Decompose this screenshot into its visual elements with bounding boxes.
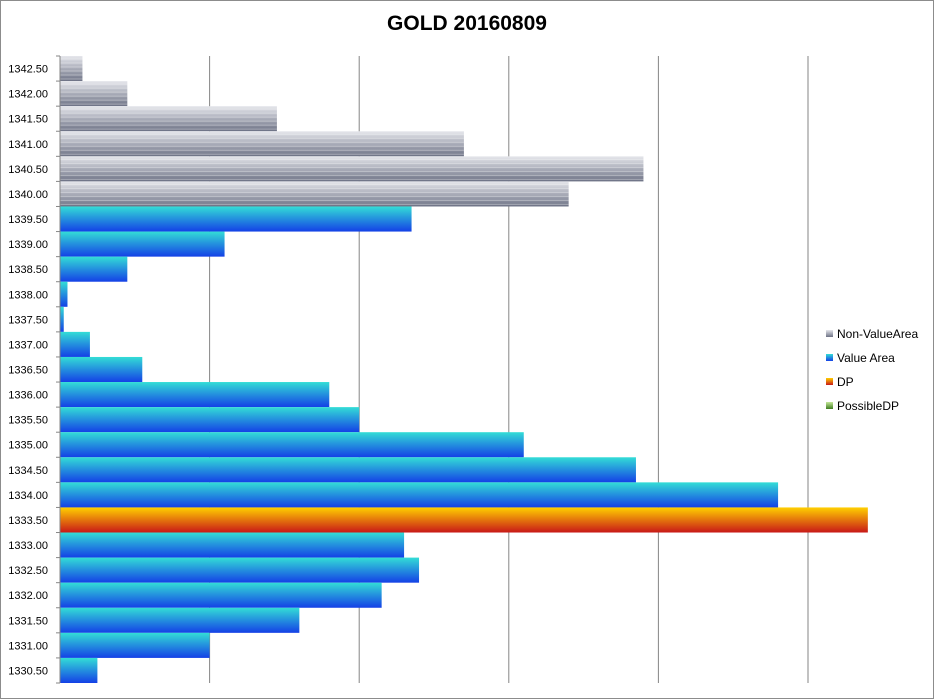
y-tick-label: 1332.50: [8, 565, 48, 577]
bar-1332-00: [60, 582, 382, 608]
y-tick-label: 1335.00: [8, 440, 48, 452]
y-tick-label: 1338.50: [8, 264, 48, 276]
y-tick-label: 1334.50: [8, 465, 48, 477]
y-tick-label: 1342.00: [8, 89, 48, 101]
bar-1334-00: [60, 482, 779, 508]
y-tick-label: 1341.00: [8, 139, 48, 151]
y-tick-label: 1339.00: [8, 239, 48, 251]
y-tick-label: 1336.00: [8, 390, 48, 402]
bar-1337-00: [60, 331, 90, 357]
bar-1335-50: [60, 407, 360, 433]
legend-swatch: [826, 330, 833, 337]
bar-1339-50: [60, 206, 412, 232]
y-tick-label: 1337.50: [8, 314, 48, 326]
y-tick-label: 1331.00: [8, 640, 48, 652]
y-tick-label: 1340.00: [8, 189, 48, 201]
legend-label: PossibleDP: [837, 399, 899, 413]
legend-swatch: [826, 354, 833, 361]
chart-title: GOLD 20160809: [387, 12, 547, 35]
bar-1338-50: [60, 256, 128, 282]
legend-label: Non-ValueArea: [837, 327, 918, 341]
y-tick-label: 1333.00: [8, 540, 48, 552]
bar-1335-00: [60, 432, 524, 458]
bar-1336-50: [60, 356, 143, 383]
bar-1340-00: [60, 181, 569, 207]
bar-1337-50: [60, 306, 64, 332]
y-tick-label: 1331.50: [8, 615, 48, 627]
legend: Non-ValueArea Value Area DP PossibleDP: [826, 327, 918, 413]
bar-1331-50: [60, 607, 300, 633]
bar-1342-50: [60, 56, 83, 82]
y-tick-label: 1334.00: [8, 490, 48, 502]
legend-label: DP: [837, 375, 854, 389]
legend-swatch: [826, 402, 833, 409]
bar-1333-00: [60, 532, 405, 558]
y-tick-label: 1333.50: [8, 515, 48, 527]
bar-1331-00: [60, 632, 210, 658]
bar-1341-50: [60, 106, 277, 132]
bar-1339-00: [60, 231, 225, 257]
bar-1334-50: [60, 457, 636, 483]
bar-1342-00: [60, 81, 128, 107]
bar-1330-50: [60, 657, 98, 683]
y-tick-label: 1330.50: [8, 665, 48, 677]
bar-1338-00: [60, 281, 68, 307]
y-tick-label: 1342.50: [8, 64, 48, 76]
bar-1341-00: [60, 131, 464, 157]
legend-label: Value Area: [837, 351, 895, 365]
y-tick-label: 1340.50: [8, 164, 48, 176]
y-tick-label: 1335.50: [8, 415, 48, 427]
y-tick-label: 1339.50: [8, 214, 48, 226]
y-tick-label: 1337.00: [8, 339, 48, 351]
bar-1333-50: [60, 507, 868, 533]
y-tick-label: 1332.00: [8, 590, 48, 602]
y-tick-label: 1338.00: [8, 289, 48, 301]
y-tick-label: 1341.50: [8, 114, 48, 126]
legend-swatch: [826, 378, 833, 385]
bars: [60, 56, 868, 683]
y-axis: 1342.50 1342.00 1341.50 1341.00 1340.50 1340.…: [8, 55, 61, 684]
bar-1332-50: [60, 557, 420, 583]
y-tick-label: 1336.50: [8, 365, 48, 377]
bar-1336-00: [60, 382, 330, 408]
bar-1340-50: [60, 156, 644, 182]
